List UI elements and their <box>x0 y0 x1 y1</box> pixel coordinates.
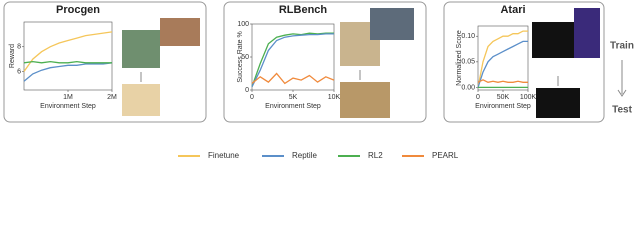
env-image <box>160 18 200 46</box>
env-image <box>574 8 600 58</box>
legend-label: Finetune <box>208 151 240 160</box>
x-tick-label: 1M <box>63 94 73 101</box>
y-axis-label: Reward <box>9 44 16 68</box>
series-line <box>251 32 334 87</box>
arrow-head <box>617 89 627 97</box>
train-label: Train <box>610 41 634 52</box>
x-axis-label: Environment Step <box>265 103 321 110</box>
env-image <box>536 88 580 118</box>
env-image <box>340 82 390 118</box>
y-tick-label: 6 <box>17 68 21 75</box>
y-axis-label: Normalized Score <box>456 30 463 86</box>
env-image <box>122 84 160 116</box>
panel-frame <box>3 1 207 123</box>
y-tick-label: 8 <box>17 44 21 51</box>
y-tick-label: 100 <box>237 21 249 28</box>
x-tick-label: 5K <box>289 94 298 101</box>
panel-frame <box>443 1 605 123</box>
legend-label: PEARL <box>432 151 459 160</box>
y-axis-label: Success Rate % <box>237 31 244 82</box>
figure: Train Test Procgen 6 8 1M 2M Environment Step… <box>3 1 634 160</box>
series-line <box>251 33 334 87</box>
y-tick-label: 0.05 <box>461 59 475 66</box>
x-tick-label: 10K <box>328 94 341 101</box>
x-tick-label: 100K <box>520 94 537 101</box>
series-line <box>477 79 528 83</box>
panel-frame <box>223 1 427 123</box>
chart-title: Procgen <box>56 4 100 16</box>
x-tick-label: 0 <box>250 94 254 101</box>
chart-title: RLBench <box>279 4 328 16</box>
legend-label: Reptile <box>292 151 317 160</box>
series-line <box>23 60 112 64</box>
x-axis-label: Environment Step <box>475 103 531 110</box>
series-line <box>477 30 528 88</box>
chart-title: Atari <box>500 4 525 16</box>
env-image <box>370 8 414 40</box>
x-axis-label: Environment Step <box>40 103 96 110</box>
x-tick-label: 50K <box>497 94 510 101</box>
env-image <box>532 22 574 58</box>
series-line <box>251 72 335 85</box>
y-tick-label: 0.00 <box>461 84 475 91</box>
series-line <box>23 31 113 72</box>
env-image <box>122 30 160 68</box>
y-tick-label: 0.10 <box>461 33 475 40</box>
series-line <box>477 40 528 88</box>
x-tick-label: 2M <box>107 94 117 101</box>
y-tick-label: 0 <box>245 87 249 94</box>
y-tick-label: 50 <box>241 54 249 61</box>
test-label: Test <box>612 105 632 116</box>
series-line <box>23 62 113 82</box>
x-tick-label: 0 <box>476 94 480 101</box>
legend-label: RL2 <box>368 151 383 160</box>
